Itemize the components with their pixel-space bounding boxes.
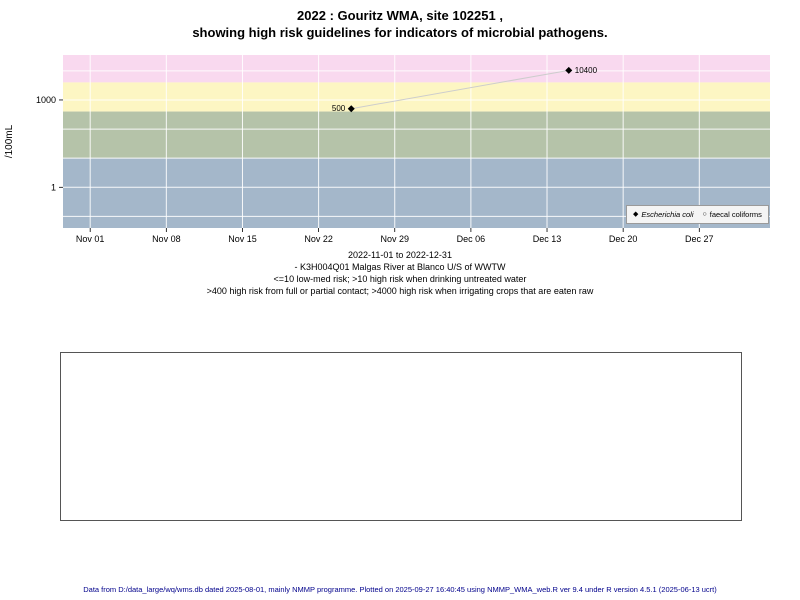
data-point-label: 500: [332, 104, 346, 113]
data-point-label: 10400: [575, 66, 598, 75]
data-point-diamond: [565, 66, 573, 74]
caption-risk-contact-irrigation: >400 high risk from full or partial cont…: [206, 286, 594, 296]
chart-caption: 2022-11-01 to 2022-12-31 - K3H004Q01 Mal…: [0, 249, 800, 297]
x-tick-label: Nov 22: [304, 234, 333, 244]
caption-site: - K3H004Q01 Malgas River at Blanco U/S o…: [294, 262, 506, 272]
legend-label-ecoli: Escherichia coli: [641, 210, 694, 219]
legend-item-ecoli: ◆ Escherichia coli: [633, 210, 694, 219]
x-tick-label: Nov 01: [76, 234, 105, 244]
x-tick-label: Dec 20: [609, 234, 638, 244]
x-tick-label: Nov 29: [380, 234, 409, 244]
filled-diamond-icon: ◆: [633, 211, 639, 218]
series-line: [351, 69, 569, 110]
x-tick-label: Dec 06: [457, 234, 486, 244]
caption-date-range: 2022-11-01 to 2022-12-31: [348, 250, 452, 260]
x-tick-label: Dec 27: [685, 234, 714, 244]
legend-item-faecal-coliforms: ○ faecal coliforms: [703, 210, 762, 219]
caption-risk-drinking: <=10 low-med risk; >10 high risk when dr…: [273, 274, 527, 284]
x-tick-label: Nov 15: [228, 234, 257, 244]
chart-title-line2: showing high risk guidelines for indicat…: [192, 25, 608, 40]
y-axis-label: /100mL: [4, 124, 15, 158]
risk-chart: Nov 01 Nov 08 Nov 15 Nov 22 Nov 29 Dec 06 Dec …: [4, 55, 770, 244]
x-tick-label: Nov 08: [152, 234, 181, 244]
footer-provenance-text: Data from D:/data_large/wq/wms.db dated …: [83, 585, 717, 594]
open-circle-icon: ○: [702, 211, 707, 218]
risk-band-above-4000-irrigation-high-risk: [63, 55, 770, 83]
empty-lower-panel: [60, 352, 742, 521]
chart-title-line1: 2022 : Gouritz WMA, site 102251 ,: [297, 8, 503, 23]
x-tick-label: Dec 13: [533, 234, 562, 244]
risk-band-10-to-400-drinking-high-risk: [63, 111, 770, 159]
chart-legend: ◆ Escherichia coli ○ faecal coliforms: [626, 205, 769, 224]
y-tick-label: 1: [51, 182, 56, 192]
legend-label-faecal-coliforms: faecal coliforms: [709, 210, 762, 219]
y-tick-label: 1000: [36, 95, 56, 105]
data-point-diamond: [347, 105, 355, 113]
chart-title: 2022 : Gouritz WMA, site 102251 , showin…: [0, 7, 800, 41]
